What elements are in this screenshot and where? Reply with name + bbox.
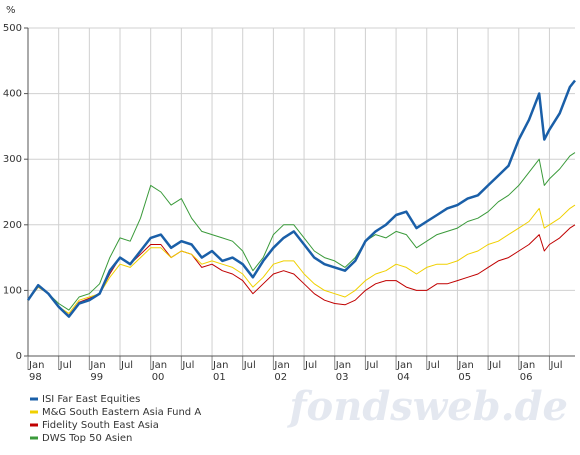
x-tick-sublabel: 00 — [152, 372, 165, 383]
x-tick-sublabel: 05 — [458, 372, 471, 383]
x-tick-sublabel: 01 — [213, 372, 226, 383]
x-tick-label: Jul — [304, 360, 317, 371]
series-line — [27, 152, 576, 311]
x-tick-label: Jan — [457, 360, 473, 371]
x-tick-label: Jul — [243, 360, 256, 371]
x-tick-label: Jan — [212, 360, 228, 371]
x-tick-label: Jul — [181, 360, 194, 371]
x-tick-label: Jul — [549, 360, 562, 371]
x-tick-label: Jul — [59, 360, 72, 371]
x-tick-sublabel: 03 — [336, 372, 349, 383]
x-tick-label: Jan — [151, 360, 167, 371]
x-tick-label: Jan — [396, 360, 412, 371]
y-tick-label: 0 — [16, 351, 22, 362]
y-tick-label: 300 — [3, 154, 22, 165]
series-line — [26, 79, 576, 318]
legend-label: DWS Top 50 Asien — [42, 433, 132, 444]
x-tick-label: Jan — [335, 360, 351, 371]
x-tick-label: Jan — [273, 360, 289, 371]
y-tick-label: 200 — [3, 220, 22, 231]
x-tick-label: Jan — [89, 360, 105, 371]
x-tick-sublabel: 02 — [274, 372, 287, 383]
y-tick-label: 500 — [3, 23, 22, 34]
legend-label: ISI Far East Equities — [42, 394, 140, 405]
x-tick-label: Jan — [28, 360, 44, 371]
legend-label: Fidelity South East Asia — [42, 420, 159, 431]
x-tick-label: Jul — [365, 360, 378, 371]
y-tick-label: 400 — [3, 89, 22, 100]
x-tick-label: Jul — [120, 360, 133, 371]
y-unit: % — [6, 5, 16, 16]
x-tick-label: Jan — [519, 360, 535, 371]
x-tick-label: Jul — [427, 360, 440, 371]
series-line — [27, 204, 576, 314]
x-tick-sublabel: 98 — [29, 372, 42, 383]
x-tick-sublabel: 99 — [90, 372, 103, 383]
x-tick-label: Jul — [488, 360, 501, 371]
y-tick-label: 100 — [3, 285, 22, 296]
x-tick-sublabel: 06 — [520, 372, 533, 383]
x-tick-sublabel: 04 — [397, 372, 410, 383]
legend-label: M&G South Eastern Asia Fund A — [42, 407, 201, 418]
watermark: fondsweb.de — [286, 383, 568, 430]
